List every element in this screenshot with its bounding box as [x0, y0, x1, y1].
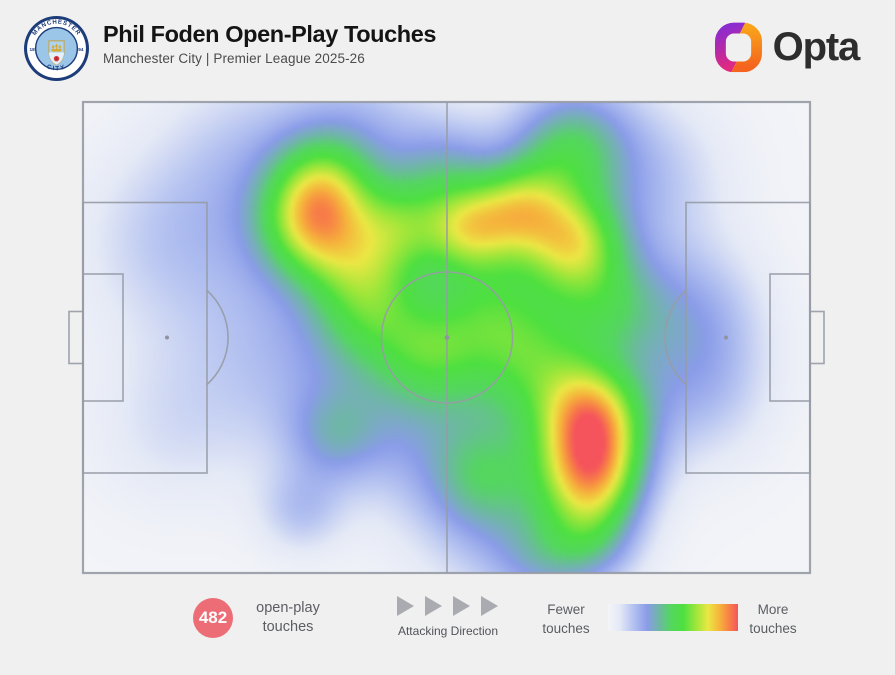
centre-circle: [380, 271, 514, 404]
touch-count-value: 482: [198, 608, 228, 627]
pitch-lines: [68, 100, 825, 575]
attacking-direction-label: Attacking Direction: [397, 624, 499, 638]
club-badge: MANCHESTER CITY 18 94: [24, 16, 89, 81]
right-penalty-arc: [664, 289, 687, 386]
left-penalty-spot: [165, 335, 169, 340]
left-penalty-arc: [206, 289, 229, 386]
opta-logo-icon: [714, 22, 762, 73]
centre-spot: [444, 335, 450, 340]
right-penalty-area: [685, 201, 811, 474]
page-subtitle: Manchester City | Premier League 2025-26: [103, 51, 365, 66]
pitch: [68, 100, 825, 575]
legend-fewer-label: Fewer touches: [542, 602, 590, 636]
left-penalty-area: [82, 201, 208, 474]
left-six-yard-box: [82, 273, 124, 402]
opta-wordmark: Opta: [772, 25, 861, 69]
header-titles: Phil Foden Open-Play Touches Manchester …: [103, 20, 436, 66]
attacking-direction-arrows-icon: [397, 596, 498, 616]
badge-shield: [48, 40, 65, 66]
legend-gradient-bar: [608, 604, 738, 631]
badge-year-left: 18: [30, 47, 36, 52]
right-goal: [809, 310, 825, 365]
badge-year-right: 94: [78, 47, 84, 52]
left-goal: [68, 310, 84, 365]
badge-ship-icon: [50, 43, 63, 52]
touch-count-label: open-play touches: [256, 600, 320, 635]
right-six-yard-box: [769, 273, 811, 402]
svg-text:CITY: CITY: [46, 63, 68, 72]
right-penalty-spot: [724, 335, 728, 340]
legend-more-label: More touches: [749, 602, 797, 636]
page-title: Phil Foden Open-Play Touches: [103, 21, 437, 47]
opta-logo: Opta: [714, 21, 861, 73]
touch-count-badge: 482: [193, 598, 233, 638]
badge-ring-bottom-text: CITY: [46, 63, 66, 72]
